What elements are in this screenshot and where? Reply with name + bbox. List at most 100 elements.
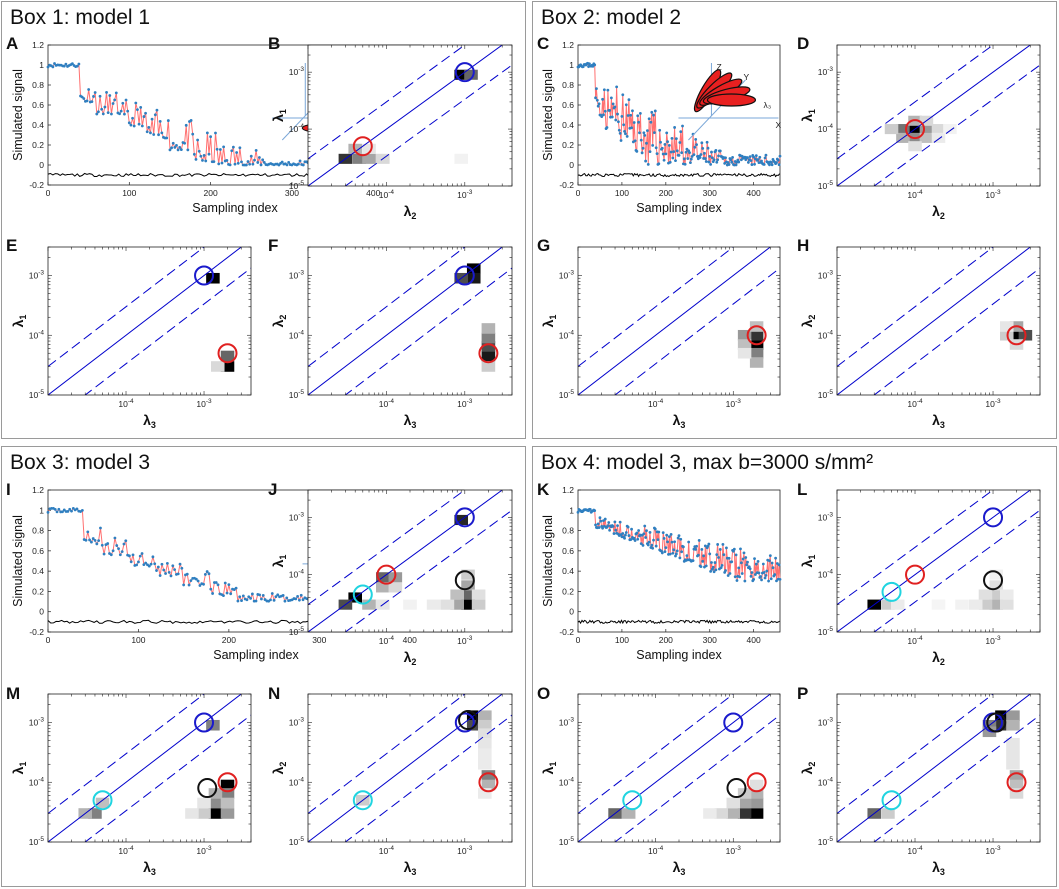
signal-point	[150, 117, 154, 121]
signal-point	[733, 575, 737, 579]
x-tick-label: 10-4	[648, 845, 664, 856]
signal-point	[626, 114, 630, 117]
signal-point	[215, 147, 219, 151]
heatmap-plot-e: 10-4 10-3 10-3 10-4 10-5 λ3 λ1	[10, 246, 252, 430]
signal-point	[726, 574, 730, 577]
signal-point	[111, 549, 115, 553]
signal-point	[760, 159, 763, 163]
x-tick-label: 200	[222, 635, 236, 645]
signal-point	[657, 530, 661, 534]
heatmap-cell	[881, 808, 895, 819]
signal-point	[214, 131, 217, 135]
signal-point	[168, 148, 172, 152]
signal-point	[692, 153, 696, 157]
signal-point	[626, 525, 630, 529]
signal-point	[287, 160, 291, 164]
heatmap-cell	[461, 599, 475, 610]
heatmap-cell	[955, 599, 969, 610]
signal-point	[738, 575, 741, 579]
signal-point	[706, 146, 710, 150]
red-ground-truth-circle	[1006, 325, 1027, 346]
signal-point	[644, 536, 648, 539]
signal-point	[777, 163, 781, 167]
heatmap-cell	[426, 599, 441, 610]
signal-point	[136, 108, 139, 112]
signal-point	[683, 162, 687, 166]
signal-point	[617, 128, 621, 132]
signal-point	[768, 554, 772, 558]
signal-point	[118, 553, 122, 557]
signal-point	[171, 141, 175, 145]
signal-point	[90, 100, 94, 104]
signal-point	[178, 562, 182, 566]
signal-point	[241, 594, 245, 598]
signal-point	[750, 571, 754, 574]
signal-point	[665, 131, 669, 135]
signal-point	[703, 157, 707, 160]
x-tick-label: 400	[747, 188, 761, 198]
signal-point	[624, 533, 627, 537]
blue-ground-truth-circle	[454, 62, 475, 83]
heatmap-cell	[896, 124, 910, 135]
signal-point	[727, 163, 731, 166]
y-tick-label: 0.2	[562, 586, 574, 596]
signal-point	[145, 130, 149, 134]
heatmap-cell	[1006, 710, 1020, 721]
signal-point	[724, 569, 727, 572]
x-tick-label: 10-4	[907, 635, 923, 646]
signal-point	[690, 154, 694, 158]
heatmap-cell	[1009, 788, 1024, 799]
signal-point	[712, 158, 716, 162]
heatmap-cell	[388, 582, 403, 593]
black-ground-truth-circle	[197, 778, 218, 799]
signal-point	[135, 563, 139, 567]
signal-point	[153, 562, 157, 566]
signal-point	[674, 552, 678, 556]
signal-point	[596, 522, 600, 526]
signal-point	[642, 131, 646, 135]
signal-point	[176, 148, 180, 152]
signal-point	[228, 163, 232, 167]
x-tick-label: 100	[122, 188, 136, 198]
panel-letter-k: K	[537, 480, 550, 499]
signal-point	[630, 126, 633, 130]
signal-point	[198, 584, 202, 587]
signal-line	[577, 62, 781, 167]
signal-point	[705, 140, 709, 144]
x-axis-title: λ3	[673, 859, 686, 877]
y-tick-label: 10-5	[29, 836, 45, 847]
y-axis-title: Simulated signal	[11, 515, 25, 607]
cyan-ground-truth-circle	[92, 790, 113, 811]
y-tick-label: 0	[39, 607, 44, 617]
signal-point	[240, 160, 243, 164]
signal-point	[156, 565, 160, 569]
signal-point	[643, 524, 647, 528]
signal-point	[768, 559, 771, 563]
y-tick-label: 10-5	[289, 626, 305, 637]
signal-point	[84, 538, 88, 542]
signal-point	[238, 146, 242, 150]
box-3-title: Box 3: model 3	[10, 451, 151, 474]
signal-point	[593, 63, 597, 67]
signal-point	[685, 147, 689, 151]
signal-point	[606, 524, 610, 528]
signal-point	[730, 160, 734, 164]
x-tick-label: 10-3	[726, 845, 742, 856]
signal-point	[203, 573, 207, 576]
inset-fan-ellipse	[706, 93, 757, 107]
signal-point	[110, 112, 113, 116]
x-tick-label: 300	[312, 635, 326, 645]
heatmap-cell	[989, 599, 1004, 610]
x-tick-label: 10-4	[379, 845, 395, 856]
inset-y-label: Y	[743, 72, 749, 82]
x-tick-label: 10-4	[379, 398, 395, 409]
signal-point	[207, 572, 211, 576]
y-tick-label: -0.2	[29, 627, 44, 637]
signal-point	[588, 507, 592, 511]
signal-point	[611, 102, 615, 106]
signal-point	[649, 120, 653, 124]
signal-point	[75, 507, 79, 511]
y-axis-title: λ1	[270, 555, 288, 568]
signal-point	[57, 507, 61, 511]
x-axis-title: λ3	[404, 859, 417, 877]
